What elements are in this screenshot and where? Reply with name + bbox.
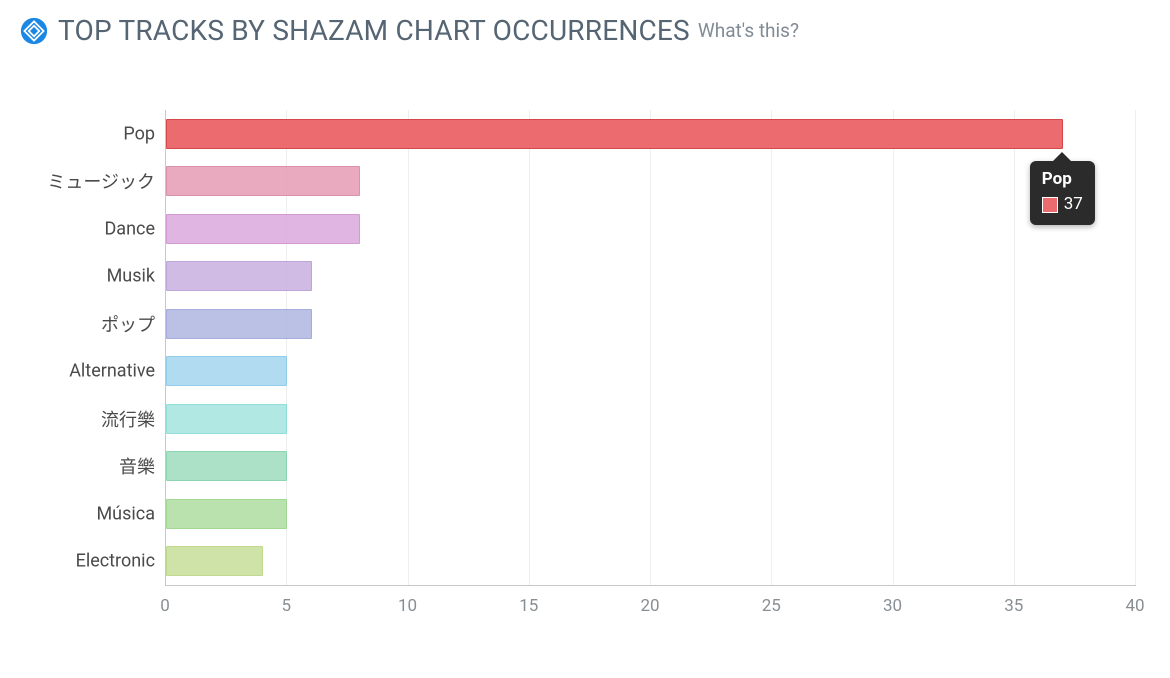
- bar[interactable]: [166, 404, 287, 434]
- chart-row: Dance: [0, 205, 1170, 253]
- chart-row: 音樂: [0, 443, 1170, 491]
- chart-row: ポップ: [0, 300, 1170, 348]
- x-tick-label: 15: [519, 596, 538, 616]
- category-label: 音樂: [119, 453, 155, 479]
- bar[interactable]: [166, 119, 1063, 149]
- x-tick-label: 0: [160, 596, 170, 616]
- category-label: Musik: [107, 266, 155, 287]
- chart-row: Música: [0, 490, 1170, 538]
- x-tick-label: 5: [281, 596, 291, 616]
- chart-row: Pop: [0, 110, 1170, 158]
- tooltip-value: 37: [1064, 194, 1083, 215]
- x-tick-label: 35: [1004, 596, 1023, 616]
- chart-row: Musik: [0, 253, 1170, 301]
- chart-row: Alternative: [0, 348, 1170, 396]
- chart-row: 流行樂: [0, 395, 1170, 443]
- bar[interactable]: [166, 356, 287, 386]
- category-label: Alternative: [69, 361, 155, 382]
- tooltip-title: Pop: [1042, 169, 1083, 190]
- x-tick-label: 10: [398, 596, 417, 616]
- tooltip-row: 37: [1042, 194, 1083, 215]
- tooltip-arrow: [1053, 152, 1071, 161]
- chart-row: ミュージック: [0, 158, 1170, 206]
- category-label: Dance: [104, 218, 155, 239]
- bar[interactable]: [166, 546, 263, 576]
- x-tick-label: 30: [883, 596, 902, 616]
- bar-chart: 0 5 10 15 20 25 30 35 40 Pop ミュージック Dance Musik ポップ Al…: [0, 110, 1170, 650]
- category-label: ミュージック: [47, 168, 155, 194]
- bar[interactable]: [166, 261, 312, 291]
- category-label: Electronic: [76, 551, 155, 572]
- chart-card: TOP TRACKS BY SHAZAM CHART OCCURRENCES W…: [0, 0, 1170, 678]
- category-label: Pop: [123, 123, 155, 144]
- x-tick-label: 40: [1125, 596, 1144, 616]
- chart-header: TOP TRACKS BY SHAZAM CHART OCCURRENCES W…: [20, 14, 799, 47]
- category-label: ポップ: [101, 311, 155, 337]
- bar[interactable]: [166, 214, 360, 244]
- bar[interactable]: [166, 451, 287, 481]
- bar[interactable]: [166, 499, 287, 529]
- tooltip-swatch: [1042, 197, 1058, 213]
- bar[interactable]: [166, 166, 360, 196]
- category-label: 流行樂: [101, 406, 155, 432]
- bar[interactable]: [166, 309, 312, 339]
- chart-row: Electronic: [0, 538, 1170, 586]
- chart-title: TOP TRACKS BY SHAZAM CHART OCCURRENCES: [58, 14, 690, 47]
- brand-icon: [20, 17, 48, 45]
- tooltip: Pop 37: [1030, 161, 1095, 226]
- whats-this-link[interactable]: What's this?: [698, 19, 799, 42]
- category-label: Música: [96, 503, 155, 524]
- x-tick-label: 20: [640, 596, 659, 616]
- x-tick-label: 25: [762, 596, 781, 616]
